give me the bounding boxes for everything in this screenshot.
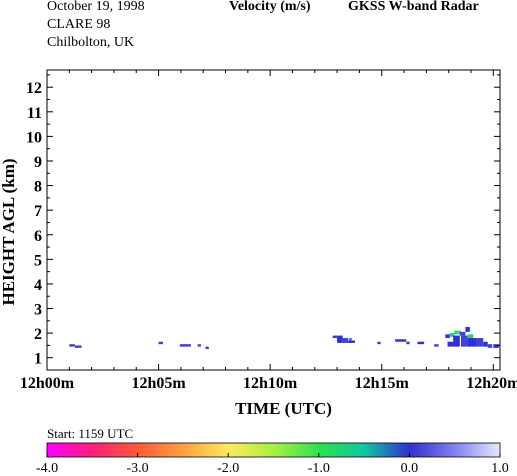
- x-tick-label: 12h00m: [20, 375, 75, 392]
- y-tick-label: 3: [34, 302, 42, 319]
- echo-cell: [467, 338, 477, 347]
- echo-cell: [453, 335, 460, 347]
- echo-cell: [342, 338, 349, 343]
- start-time-label: Start: 1159 UTC: [47, 426, 134, 441]
- colorbar-tick-label: -1.0: [308, 461, 330, 476]
- echo-cell: [465, 326, 470, 332]
- x-tick-label: 12h15m: [355, 375, 410, 392]
- y-tick-label: 5: [34, 252, 42, 269]
- echo-cell: [337, 335, 343, 343]
- plot-frame: [46, 69, 501, 371]
- echo-cell: [483, 341, 488, 347]
- colorbar-tick-label: -3.0: [127, 461, 149, 476]
- y-tick-label: 12: [26, 80, 42, 97]
- y-tick-label: 10: [26, 129, 42, 146]
- y-tick-label: 2: [34, 326, 42, 343]
- echo-cell: [348, 340, 355, 343]
- echo-cell: [467, 334, 474, 339]
- colorbar-gradient: [47, 443, 500, 457]
- y-axis-title: HEIGHT AGL (km): [0, 158, 18, 305]
- colorbar-tick-label: -2.0: [217, 461, 239, 476]
- echo-cell: [197, 344, 201, 347]
- echo-cell: [459, 331, 466, 336]
- date-label: October 19, 1998: [47, 0, 145, 14]
- campaign-label: CLARE 98: [47, 17, 111, 32]
- echo-cell: [69, 344, 75, 347]
- echo-cell: [493, 344, 499, 348]
- y-tick-label: 11: [27, 105, 42, 122]
- y-tick-label: 8: [34, 179, 42, 196]
- echo-cell: [395, 339, 407, 342]
- x-tick-label: 12h10m: [243, 375, 298, 392]
- site-label: Chilbolton, UK: [47, 35, 135, 50]
- echo-cell: [406, 341, 410, 345]
- colorbar-tick-label: -4.0: [36, 461, 58, 476]
- instrument-title: GKSS W-band Radar: [348, 0, 479, 14]
- y-tick-label: 4: [34, 277, 42, 294]
- x-tick-label: 12h20m: [466, 375, 517, 392]
- echo-cell: [449, 333, 455, 337]
- echo-cell: [447, 341, 454, 347]
- echo-cell: [332, 335, 338, 339]
- quantity-title: Velocity (m/s): [229, 0, 311, 14]
- echo-cell: [158, 341, 164, 345]
- echo-cell: [454, 330, 461, 335]
- echo-cell: [179, 344, 191, 347]
- echo-cell: [460, 335, 468, 347]
- x-tick-label: 12h05m: [131, 375, 186, 392]
- y-tick-label: 9: [34, 154, 42, 171]
- y-tick-label: 6: [34, 228, 42, 245]
- echo-cell: [476, 338, 484, 347]
- echo-cell: [487, 344, 493, 348]
- colorbar-tick-label: 0.0: [401, 461, 419, 476]
- colorbar-frame: [46, 442, 501, 458]
- echo-cell: [349, 338, 352, 341]
- colorbar-tick-label: 1.0: [491, 461, 509, 476]
- echo-cell: [434, 344, 439, 347]
- echo-cell: [377, 341, 381, 345]
- y-tick-label: 1: [34, 351, 42, 368]
- y-tick-label: 7: [34, 203, 42, 220]
- echo-cell: [205, 346, 209, 350]
- echo-cell: [74, 345, 82, 348]
- x-axis-title: TIME (UTC): [235, 399, 332, 418]
- echo-cell: [417, 341, 425, 345]
- echo-cell: [445, 334, 450, 339]
